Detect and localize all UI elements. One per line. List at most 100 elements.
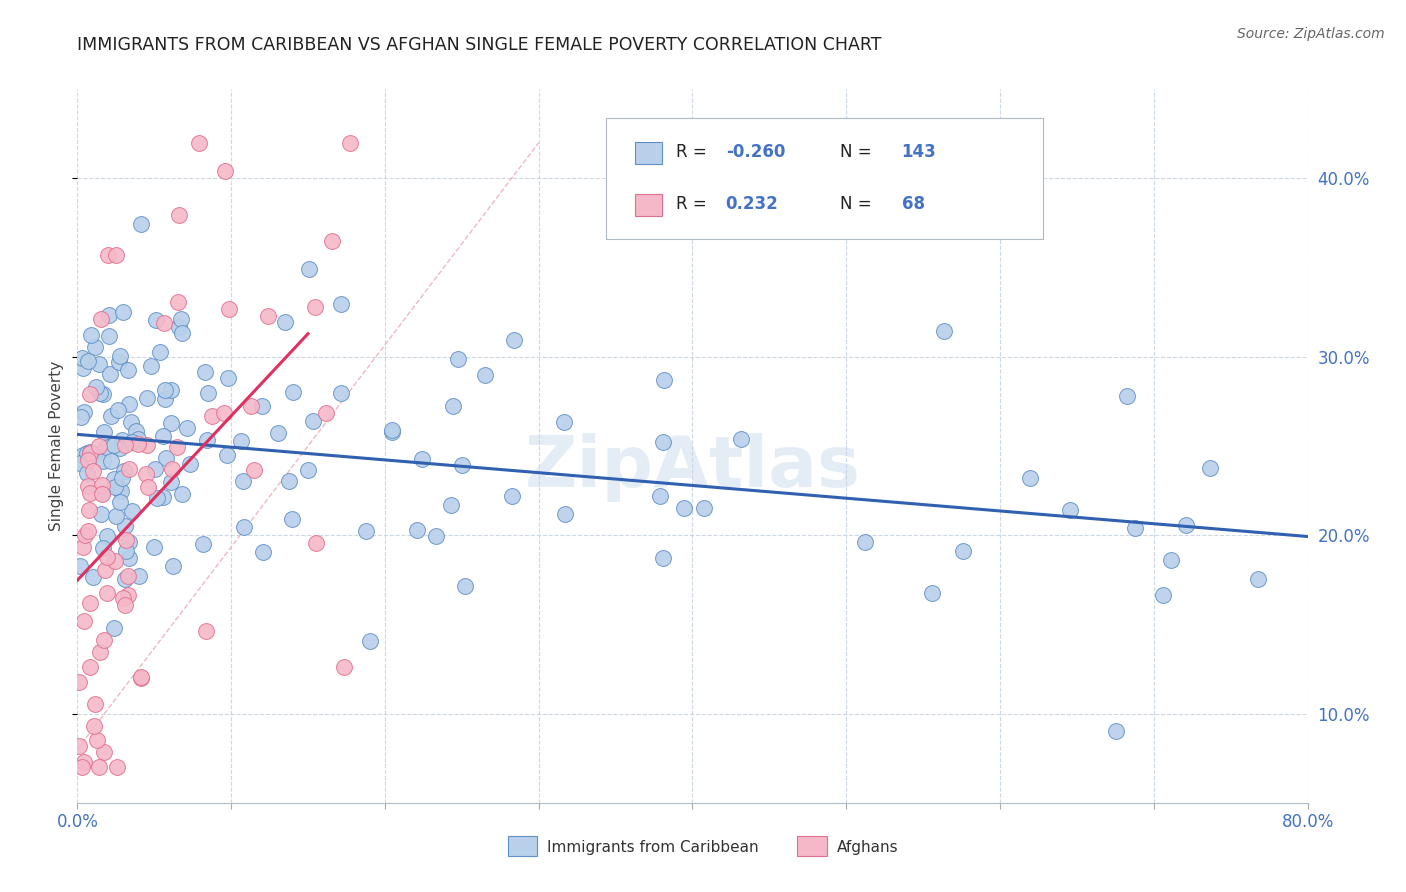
Point xyxy=(89,645,111,659)
Point xyxy=(194,365,217,379)
Text: N =: N = xyxy=(841,143,877,161)
Point xyxy=(136,391,159,405)
Point xyxy=(94,563,117,577)
Point xyxy=(321,234,343,248)
Point xyxy=(232,519,254,533)
Point xyxy=(67,674,90,689)
Point xyxy=(89,760,111,774)
Point xyxy=(853,534,876,549)
Point xyxy=(330,297,353,311)
Point xyxy=(136,480,159,494)
Point xyxy=(117,569,139,583)
Point xyxy=(176,420,198,434)
Point xyxy=(93,425,115,440)
Point xyxy=(84,380,107,394)
Point xyxy=(160,462,183,476)
Point xyxy=(86,733,108,747)
Point xyxy=(1018,470,1040,484)
Text: R =: R = xyxy=(676,195,717,213)
Point xyxy=(83,447,105,461)
Y-axis label: Single Female Poverty: Single Female Poverty xyxy=(49,361,65,531)
Point xyxy=(90,478,112,492)
Point xyxy=(100,409,122,423)
Point xyxy=(128,568,150,582)
Point xyxy=(91,485,114,500)
Point xyxy=(83,719,105,733)
Point xyxy=(79,445,101,459)
Point xyxy=(103,621,125,635)
Text: Immigrants from Caribbean: Immigrants from Caribbean xyxy=(547,839,759,855)
Point xyxy=(1123,521,1146,535)
Point xyxy=(231,434,253,449)
Text: N =: N = xyxy=(841,195,882,213)
Point xyxy=(201,409,224,424)
Point xyxy=(73,614,96,628)
Point xyxy=(69,456,91,470)
Point xyxy=(98,329,121,343)
Point xyxy=(112,304,135,318)
Point xyxy=(381,423,404,437)
Point xyxy=(145,313,167,327)
Point xyxy=(359,634,381,648)
Point xyxy=(141,359,163,374)
Point xyxy=(450,458,472,472)
Point xyxy=(70,760,93,774)
Point xyxy=(169,312,191,326)
Point xyxy=(1198,460,1220,475)
Point xyxy=(155,451,177,466)
Point xyxy=(100,454,122,468)
Point xyxy=(104,480,127,494)
Point xyxy=(103,472,125,486)
Point xyxy=(153,316,176,330)
Point xyxy=(243,462,266,476)
Point xyxy=(76,466,98,480)
Point xyxy=(298,262,321,277)
Point xyxy=(96,549,118,564)
Point xyxy=(111,433,134,447)
Point xyxy=(195,624,218,638)
Point xyxy=(73,405,96,419)
Point xyxy=(214,164,236,178)
Bar xyxy=(508,837,537,856)
Point xyxy=(281,512,304,526)
Point xyxy=(93,745,115,759)
Point xyxy=(302,414,325,428)
Point xyxy=(146,491,169,506)
Point xyxy=(117,535,139,549)
FancyBboxPatch shape xyxy=(606,118,1043,239)
Point xyxy=(87,358,110,372)
Point xyxy=(195,433,218,447)
Point xyxy=(89,385,111,400)
Point xyxy=(474,368,496,382)
Point xyxy=(76,354,98,368)
Point xyxy=(83,697,105,711)
Point xyxy=(79,387,101,401)
Point xyxy=(217,371,239,385)
Point xyxy=(250,399,273,413)
Point xyxy=(112,591,135,606)
Point xyxy=(447,351,470,366)
Point xyxy=(730,432,752,446)
Point xyxy=(160,416,183,430)
Point xyxy=(652,373,675,387)
Point xyxy=(136,438,159,452)
Point xyxy=(120,415,142,429)
Point xyxy=(278,475,301,489)
Point xyxy=(90,507,112,521)
Point xyxy=(693,500,716,515)
Point xyxy=(125,424,148,438)
Point xyxy=(281,385,304,400)
Point xyxy=(79,660,101,674)
Point xyxy=(356,524,378,538)
Point xyxy=(257,309,280,323)
Point xyxy=(76,453,98,467)
Point xyxy=(91,454,114,468)
Point xyxy=(77,502,100,516)
Point xyxy=(142,540,165,554)
Text: ZipAtlas: ZipAtlas xyxy=(524,433,860,502)
Point xyxy=(315,406,337,420)
Point xyxy=(110,349,132,363)
Point xyxy=(218,302,240,317)
Point xyxy=(108,483,131,497)
Point xyxy=(76,479,98,493)
